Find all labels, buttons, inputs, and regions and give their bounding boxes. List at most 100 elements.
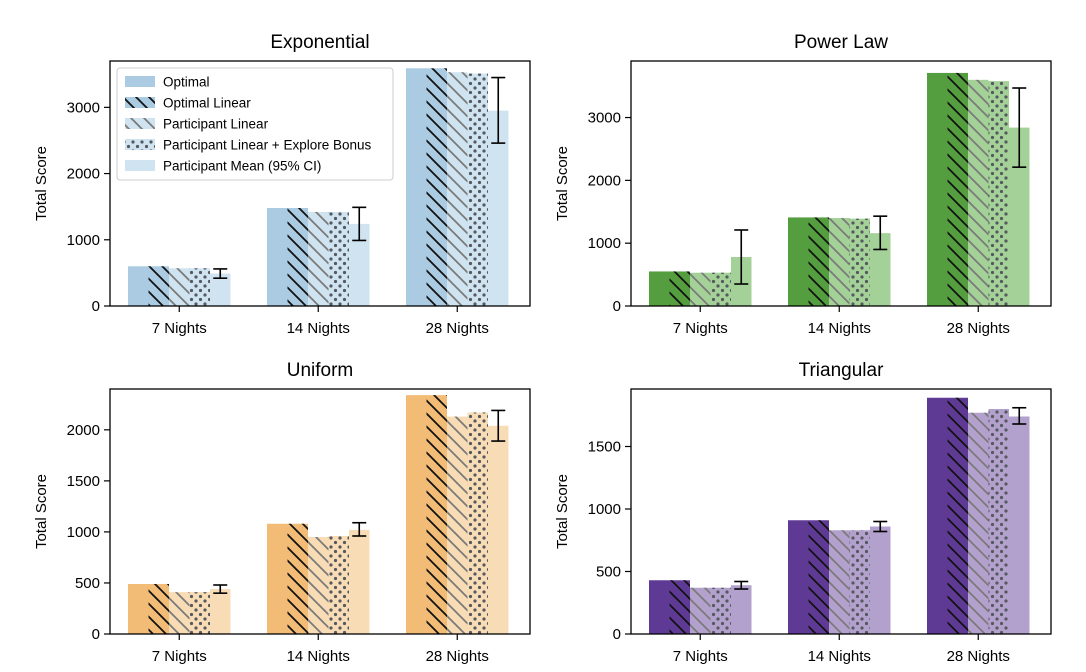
y-tick-label: 2000 <box>67 422 100 439</box>
y-tick-label: 0 <box>613 298 621 315</box>
x-tick-label: 14 Nights <box>808 648 871 665</box>
bar-optimal-28-nights <box>927 72 948 306</box>
bar-participant-mean-95-ci-7-nights <box>210 589 231 634</box>
legend-label: Participant Linear <box>163 117 269 132</box>
legend-label: Optimal Linear <box>163 96 251 111</box>
bar-optimal-14-nights <box>788 217 809 306</box>
y-axis-label: Total Score <box>554 474 571 549</box>
legend-label: Participant Linear + Explore Bonus <box>163 138 371 153</box>
x-tick-label: 28 Nights <box>947 320 1010 337</box>
bar-optimal-28-nights <box>927 397 948 634</box>
bar-participant-linear-explore-bonus-14-nights-hatch <box>849 218 870 306</box>
legend-swatch-hatch-optimal-linear <box>125 97 155 108</box>
legend-box <box>116 67 394 181</box>
y-tick-label: 500 <box>75 575 100 592</box>
y-tick-label: 500 <box>596 564 621 581</box>
bar-participant-mean-95-ci-28-nights <box>1009 416 1030 634</box>
chart-title: Triangular <box>799 360 885 381</box>
bar-participant-linear-explore-bonus-14-nights-hatch <box>328 211 349 306</box>
y-tick-label: 2000 <box>67 166 100 183</box>
chart-title: Uniform <box>287 360 354 381</box>
y-axis-label: Total Score <box>554 146 571 221</box>
bar-participant-linear-explore-bonus-7-nights-hatch <box>189 592 210 634</box>
bar-participant-mean-95-ci-7-nights <box>210 273 231 306</box>
y-tick-label: 0 <box>92 298 100 315</box>
bar-optimal-linear-14-nights-hatch <box>808 217 829 306</box>
bar-optimal-linear-28-nights-hatch <box>947 397 968 634</box>
y-tick-label: 1000 <box>67 524 100 541</box>
bar-participant-mean-95-ci-14-nights <box>870 233 891 306</box>
bar-participant-mean-95-ci-14-nights <box>870 526 891 634</box>
bar-participant-linear-14-nights-hatch <box>308 211 329 306</box>
bar-optimal-7-nights <box>649 580 670 634</box>
x-tick-label: 14 Nights <box>287 320 350 337</box>
bar-participant-mean-95-ci-14-nights <box>349 529 370 634</box>
panel-exponential: Exponential Total Score 0 1000 2000 3000 7 Nig… <box>33 32 531 337</box>
bar-participant-mean-95-ci-14-nights <box>349 223 370 306</box>
legend-swatch-hatch-participant-linear <box>125 118 155 129</box>
bar-optimal-linear-14-nights-hatch <box>808 520 829 634</box>
y-tick-label: 1000 <box>588 501 621 518</box>
legend-swatch-optimal <box>125 76 155 87</box>
bar-participant-linear-explore-bonus-28-nights-hatch <box>467 73 488 306</box>
bar-optimal-linear-7-nights-hatch <box>669 271 690 306</box>
x-tick-label: 7 Nights <box>152 320 207 337</box>
x-tick-label: 14 Nights <box>808 320 871 337</box>
bar-optimal-14-nights <box>267 208 288 306</box>
legend-label: Optimal <box>163 75 210 90</box>
x-tick-label: 14 Nights <box>287 648 350 665</box>
bar-participant-linear-28-nights-hatch <box>447 416 468 634</box>
y-tick-label: 1500 <box>67 473 100 490</box>
panel-uniform: Uniform Total Score 0 500 1000 1500 2000 7 Nigh… <box>33 360 531 665</box>
bar-participant-linear-explore-bonus-7-nights-hatch <box>710 587 731 634</box>
bar-participant-mean-95-ci-28-nights <box>488 425 509 634</box>
bar-optimal-linear-7-nights-hatch <box>148 266 169 306</box>
plot-frame <box>630 60 1052 307</box>
bar-optimal-linear-28-nights-hatch <box>426 395 447 634</box>
y-tick-label: 0 <box>92 626 100 643</box>
bar-participant-linear-7-nights-hatch <box>690 587 711 634</box>
y-tick-label: 0 <box>613 626 621 643</box>
panel-triangular: Triangular Total Score 0 500 1000 1500 7 Night… <box>554 360 1052 665</box>
bar-participant-linear-14-nights-hatch <box>308 537 329 634</box>
bar-optimal-14-nights <box>788 520 809 634</box>
bar-optimal-linear-14-nights-hatch <box>287 523 308 634</box>
bar-participant-linear-explore-bonus-28-nights-hatch <box>467 412 488 634</box>
bar-optimal-linear-7-nights-hatch <box>148 583 169 634</box>
plot-frame <box>109 60 531 307</box>
bar-participant-linear-7-nights-hatch <box>169 592 190 634</box>
bar-participant-linear-explore-bonus-14-nights-hatch <box>328 536 349 634</box>
y-tick-label: 1000 <box>67 232 100 249</box>
plot-frame <box>109 388 531 635</box>
chart-title: Power Law <box>794 32 888 53</box>
bar-optimal-linear-14-nights-hatch <box>287 208 308 306</box>
bar-participant-mean-95-ci-28-nights <box>488 110 509 306</box>
bar-optimal-linear-7-nights-hatch <box>669 580 690 634</box>
y-tick-label: 1500 <box>588 439 621 456</box>
x-tick-label: 7 Nights <box>673 320 728 337</box>
bar-participant-linear-explore-bonus-28-nights-hatch <box>988 409 1009 634</box>
bar-participant-linear-28-nights-hatch <box>447 72 468 306</box>
x-tick-label: 28 Nights <box>426 648 489 665</box>
bar-participant-linear-14-nights-hatch <box>829 530 850 634</box>
bar-participant-linear-28-nights-hatch <box>968 79 989 306</box>
plot-frame <box>630 388 1052 635</box>
x-tick-label: 28 Nights <box>947 648 1010 665</box>
y-axis-label: Total Score <box>33 474 50 549</box>
x-tick-label: 7 Nights <box>152 648 207 665</box>
bar-participant-linear-explore-bonus-7-nights-hatch <box>710 272 731 306</box>
bar-participant-linear-7-nights-hatch <box>690 272 711 306</box>
bar-optimal-linear-28-nights-hatch <box>947 72 968 306</box>
y-axis-label: Total Score <box>33 146 50 221</box>
y-tick-label: 3000 <box>67 99 100 116</box>
bar-optimal-linear-28-nights-hatch <box>426 68 447 306</box>
chart-title: Exponential <box>270 32 369 53</box>
x-tick-label: 28 Nights <box>426 320 489 337</box>
bar-optimal-28-nights <box>406 68 427 306</box>
bar-participant-linear-explore-bonus-28-nights-hatch <box>988 81 1009 306</box>
bar-participant-linear-7-nights-hatch <box>169 268 190 306</box>
bar-optimal-7-nights <box>128 266 149 306</box>
bar-participant-linear-explore-bonus-7-nights-hatch <box>189 268 210 306</box>
bar-optimal-7-nights <box>128 583 149 634</box>
bar-participant-linear-explore-bonus-14-nights-hatch <box>849 530 870 634</box>
